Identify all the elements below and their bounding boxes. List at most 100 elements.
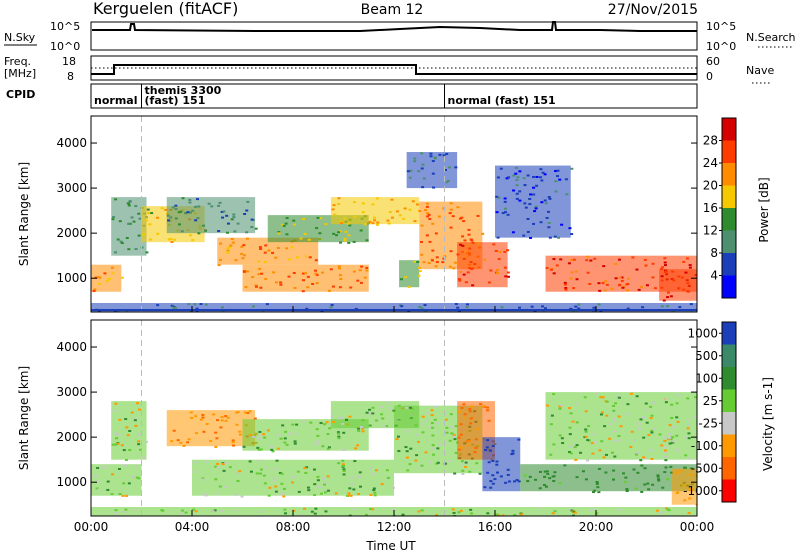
velocity-range-cell bbox=[695, 490, 697, 493]
velocity-range-cell bbox=[645, 408, 649, 411]
velocity-range-cell bbox=[470, 512, 474, 515]
velocity-range-cell bbox=[604, 471, 608, 474]
velocity-range-cell bbox=[315, 440, 319, 443]
colorbar-tick-label: 8 bbox=[710, 246, 718, 260]
velocity-range-cell bbox=[675, 402, 679, 405]
velocity-range-cell bbox=[216, 419, 220, 422]
velocity-range-cell bbox=[326, 447, 330, 450]
power-range-cell bbox=[318, 232, 322, 235]
power-range-cell bbox=[194, 219, 198, 222]
velocity-range-cell bbox=[452, 434, 456, 437]
velocity-range-cell bbox=[491, 459, 495, 462]
power-range-cell bbox=[218, 201, 222, 204]
power-range-cell bbox=[306, 275, 310, 278]
velocity-range-cell bbox=[395, 438, 399, 441]
velocity-range-cell bbox=[484, 449, 488, 452]
power-range-cell bbox=[292, 272, 296, 275]
velocity-range-cell bbox=[209, 439, 213, 442]
power-range-cell bbox=[422, 177, 426, 180]
power-range-cell bbox=[217, 264, 221, 267]
power-range-cell bbox=[188, 234, 192, 237]
power-range-cell bbox=[114, 251, 118, 254]
velocity-range-cell bbox=[350, 483, 354, 486]
power-range-cell bbox=[469, 261, 473, 264]
power-range-cell bbox=[597, 282, 601, 285]
velocity-range-cell bbox=[236, 411, 240, 414]
power-range-cell bbox=[231, 241, 235, 244]
velocity-range-cell bbox=[294, 433, 298, 436]
power-range-cell bbox=[296, 256, 300, 259]
power-range-cell bbox=[188, 198, 192, 201]
power-range-cell bbox=[554, 180, 558, 183]
power-range-cell bbox=[125, 236, 129, 239]
noise-tick-top-left: 10^5 bbox=[50, 20, 80, 33]
velocity-range-cell bbox=[139, 448, 143, 451]
power-region-fill bbox=[406, 152, 458, 189]
velocity-range-cell bbox=[416, 440, 420, 443]
power-range-cell bbox=[625, 289, 629, 292]
power-range-cell bbox=[420, 167, 424, 170]
power-range-cell bbox=[352, 201, 356, 204]
power-range-cell bbox=[96, 276, 100, 279]
power-range-cell bbox=[114, 198, 118, 201]
power-range-cell bbox=[363, 223, 367, 226]
power-range-cell bbox=[487, 281, 491, 284]
velocity-range-cell bbox=[569, 445, 573, 448]
power-range-cell bbox=[128, 200, 132, 203]
velocity-range-cell bbox=[137, 443, 141, 446]
power-range-cell bbox=[418, 270, 422, 273]
velocity-range-cell bbox=[486, 471, 490, 474]
power-range-cell bbox=[220, 306, 224, 309]
velocity-range-cell bbox=[124, 418, 128, 421]
power-range-cell bbox=[425, 205, 429, 208]
power-range-cell bbox=[618, 283, 622, 286]
velocity-range-cell bbox=[488, 449, 492, 452]
power-range-cell bbox=[352, 270, 356, 273]
velocity-range-cell bbox=[130, 411, 134, 414]
velocity-range-cell bbox=[280, 482, 284, 485]
velocity-range-cell bbox=[405, 430, 409, 433]
velocity-range-cell bbox=[406, 469, 410, 472]
velocity-range-cell bbox=[624, 476, 628, 479]
velocity-range-cell bbox=[644, 457, 648, 460]
velocity-range-cell bbox=[292, 509, 296, 512]
power-range-cell bbox=[425, 202, 429, 205]
power-range-cell bbox=[363, 276, 367, 279]
velocity-range-cell bbox=[449, 413, 453, 416]
velocity-range-cell bbox=[367, 408, 371, 411]
power-range-cell bbox=[359, 281, 363, 284]
velocity-range-cell bbox=[468, 410, 472, 413]
power-range-cell bbox=[352, 240, 356, 243]
velocity-range-cell bbox=[114, 511, 118, 514]
velocity-range-cell bbox=[656, 475, 660, 478]
velocity-range-cell bbox=[569, 452, 573, 455]
power-range-cell bbox=[149, 238, 153, 241]
colorbar-swatch bbox=[722, 434, 736, 458]
power-range-cell bbox=[498, 250, 502, 253]
power-range-cell bbox=[543, 307, 547, 310]
velocity-range-cell bbox=[642, 456, 646, 459]
power-range-cell bbox=[602, 265, 606, 268]
power-ylabel: Slant Range [km] bbox=[17, 162, 31, 266]
power-range-cell bbox=[324, 223, 328, 226]
power-range-cell bbox=[460, 216, 464, 219]
velocity-range-cell bbox=[431, 453, 435, 456]
velocity-range-cell bbox=[686, 427, 690, 430]
power-range-cell bbox=[217, 204, 221, 207]
power-range-cell bbox=[526, 217, 530, 220]
velocity-range-cell bbox=[637, 422, 641, 425]
power-range-cell bbox=[518, 170, 522, 173]
velocity-range-cell bbox=[481, 405, 485, 408]
power-range-cell bbox=[361, 211, 365, 214]
nave-tick-60: 60 bbox=[706, 55, 720, 68]
velocity-range-cell bbox=[495, 463, 499, 466]
power-range-cell bbox=[194, 205, 198, 208]
power-range-cell bbox=[359, 229, 363, 232]
velocity-range-cell bbox=[683, 466, 687, 469]
velocity-range-cell bbox=[568, 433, 572, 436]
velocity-range-cell bbox=[125, 426, 129, 429]
velocity-range-cell bbox=[464, 461, 468, 464]
velocity-range-cell bbox=[322, 477, 326, 480]
velocity-range-cell bbox=[464, 465, 468, 468]
power-range-cell bbox=[456, 306, 460, 309]
